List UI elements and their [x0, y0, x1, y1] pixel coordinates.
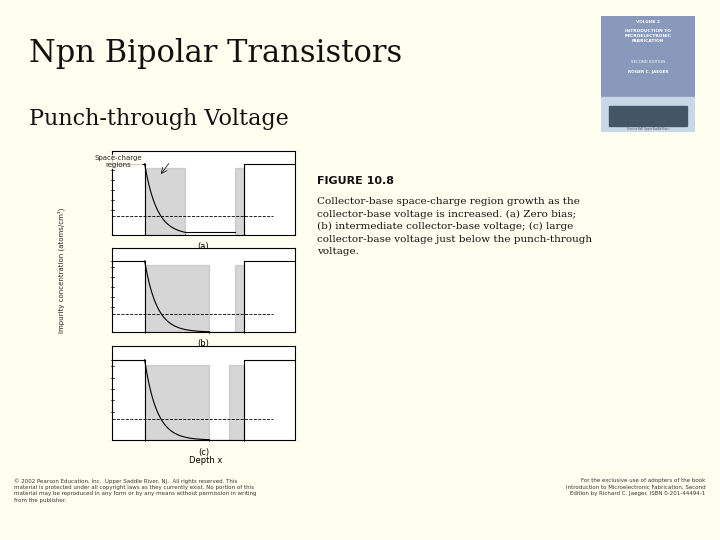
Text: FIGURE 10.8: FIGURE 10.8 — [317, 176, 394, 186]
Text: VOLUME 2: VOLUME 2 — [636, 19, 660, 24]
Text: (b): (b) — [197, 339, 210, 348]
Text: (a): (a) — [197, 241, 210, 251]
Text: SECOND EDITION: SECOND EDITION — [631, 60, 665, 64]
Text: Npn Bipolar Transistors: Npn Bipolar Transistors — [29, 38, 402, 69]
Bar — [601, 97, 695, 132]
Text: Impurity concentration (atoms/cm³): Impurity concentration (atoms/cm³) — [58, 207, 65, 333]
Text: (c): (c) — [198, 448, 209, 457]
Text: Punch-through Voltage: Punch-through Voltage — [29, 108, 289, 130]
Bar — [608, 106, 688, 126]
Text: INTRODUCTION TO
MICROELECTRONIC
FABRICATION: INTRODUCTION TO MICROELECTRONIC FABRICAT… — [624, 29, 672, 43]
Text: Collector-base space-charge region growth as the
collector-base voltage is incre: Collector-base space-charge region growt… — [317, 197, 592, 256]
Text: For the exclusive use of adopters of the book
Introduction to Microelectronic Fa: For the exclusive use of adopters of the… — [566, 478, 706, 496]
Text: Space-charge
regions: Space-charge regions — [94, 156, 142, 168]
Text: © 2002 Pearson Education, Inc.  Upper Saddle River, NJ.  All rights reserved. Th: © 2002 Pearson Education, Inc. Upper Sad… — [14, 478, 257, 503]
Text: Prentice Hall  Upper Saddle River,: Prentice Hall Upper Saddle River, — [627, 127, 669, 131]
Text: Depth x: Depth x — [189, 456, 222, 465]
Text: ROGER C. JAEGER: ROGER C. JAEGER — [628, 70, 668, 73]
